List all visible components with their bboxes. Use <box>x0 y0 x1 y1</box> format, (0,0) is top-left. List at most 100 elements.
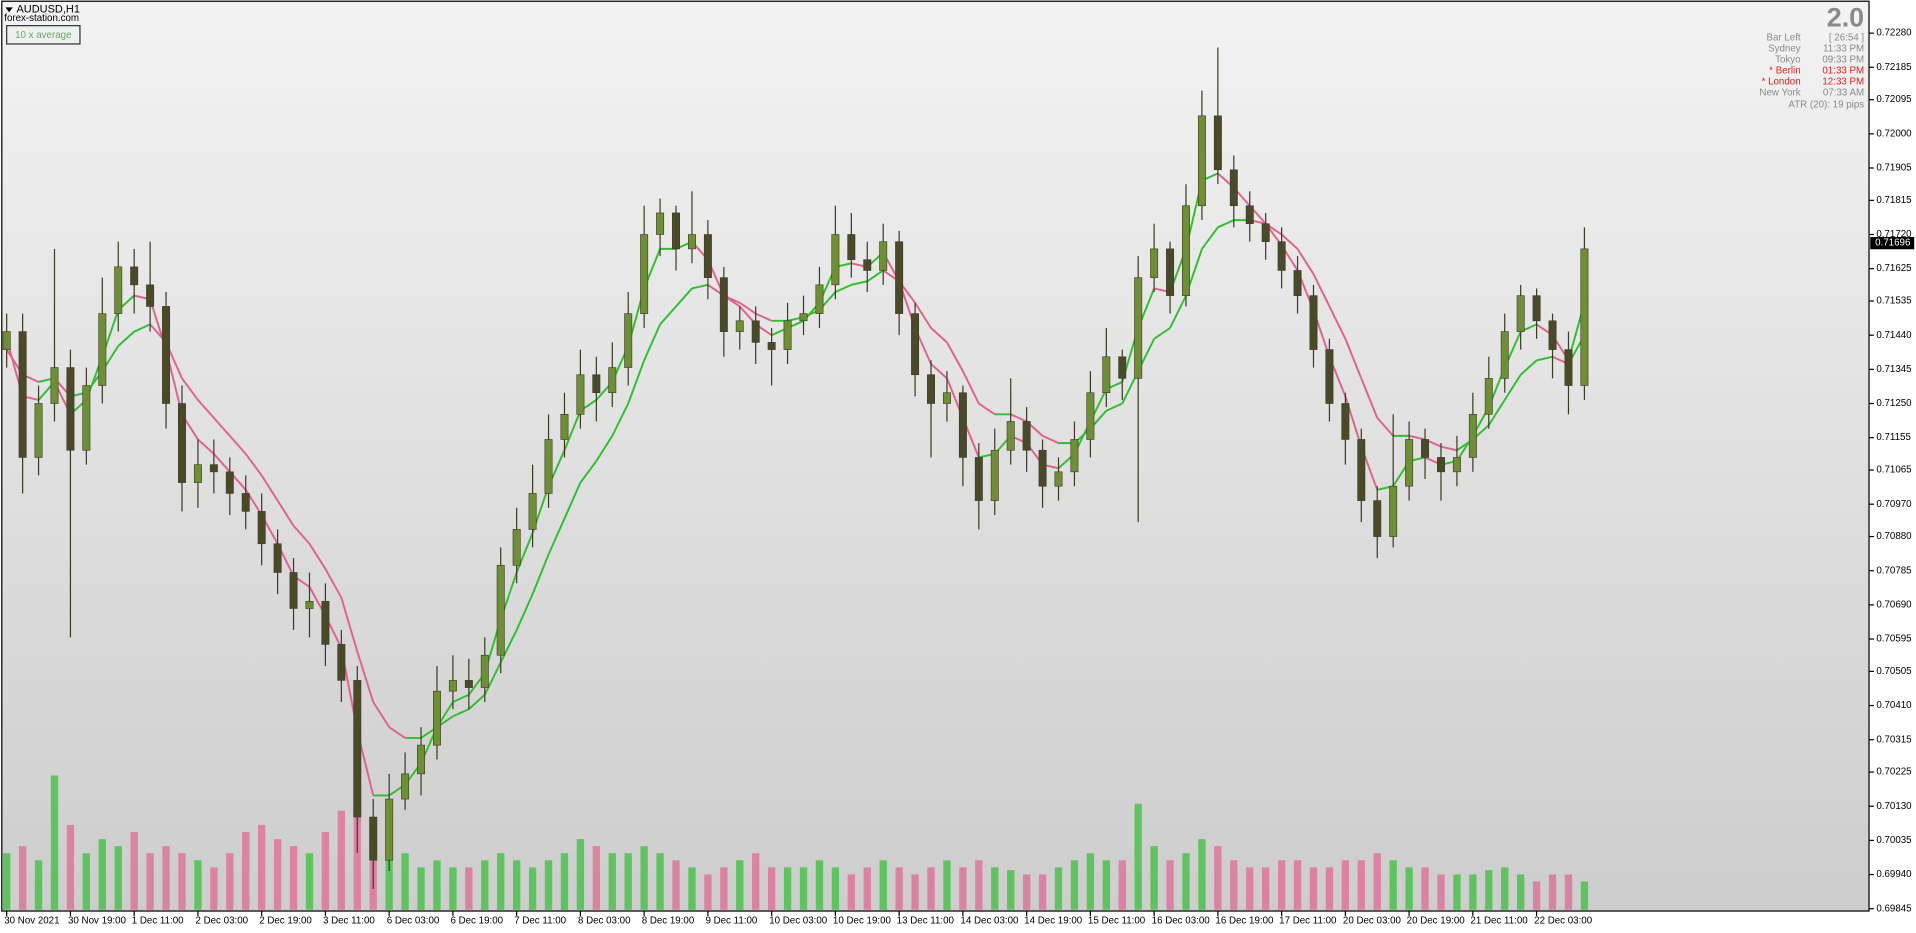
candle-body <box>815 284 824 314</box>
candle-body <box>417 744 426 775</box>
ma-segment <box>276 500 295 527</box>
ma-segment <box>1536 355 1553 362</box>
volume-bar <box>815 860 824 910</box>
candle-body <box>751 320 760 343</box>
volume-bar <box>1150 846 1158 910</box>
y-tick-label: 0.71065 <box>1876 465 1912 476</box>
candle-body <box>480 654 489 688</box>
candle-body <box>82 385 91 451</box>
ma-segment <box>1487 399 1506 426</box>
info-value: 09:33 PM <box>1822 54 1864 65</box>
ma-segment <box>1520 359 1538 376</box>
candle-body <box>576 374 585 415</box>
volume-bar <box>401 853 409 910</box>
ma-segment <box>866 269 884 283</box>
candle-body <box>66 367 75 451</box>
candle-body <box>1070 439 1079 473</box>
x-tick-label: 14 Dec 03:00 <box>960 915 1019 926</box>
ma-segment <box>452 708 470 718</box>
ma-segment <box>1169 295 1187 329</box>
x-tick-label: 13 Dec 11:00 <box>897 915 955 926</box>
volume-bar <box>385 846 393 910</box>
ma-segment <box>1105 402 1123 412</box>
ma-segment <box>483 661 502 696</box>
volume-bar <box>449 867 457 910</box>
candle-body <box>321 600 330 645</box>
volume-bar <box>991 867 999 910</box>
candle-body <box>1261 223 1270 243</box>
ma-segment <box>1312 273 1331 307</box>
info-label: * Berlin <box>1769 65 1800 76</box>
candle-body <box>608 367 617 394</box>
candle-body <box>369 816 378 861</box>
ma-segment <box>356 651 375 703</box>
volume-bar <box>1453 874 1461 910</box>
volume-bar <box>258 824 266 910</box>
ma-segment <box>260 474 279 502</box>
ma-segment <box>117 330 135 347</box>
volume-bar <box>178 853 186 910</box>
volume-bar <box>1086 853 1095 910</box>
x-tick-label: 20 Dec 03:00 <box>1343 915 1402 926</box>
candle-body <box>544 439 553 494</box>
candle-body <box>114 266 123 314</box>
last-price-label: 0.71696 <box>1875 238 1910 249</box>
volume-bar <box>783 867 792 910</box>
average-button[interactable] <box>6 25 81 45</box>
volume-bar <box>1564 874 1573 910</box>
candle-body <box>1357 439 1366 501</box>
candle-body <box>1452 457 1461 473</box>
ma-segment <box>547 518 566 555</box>
ma-segment <box>962 370 980 404</box>
x-tick-label: 2 Dec 19:00 <box>259 915 312 926</box>
candle-body <box>34 403 43 458</box>
y-tick-label: 0.71535 <box>1876 296 1912 307</box>
x-tick-label: 10 Dec 19:00 <box>833 915 892 926</box>
x-tick-label: 9 Dec 11:00 <box>705 915 757 926</box>
volume-bar <box>82 853 91 910</box>
average-button-label[interactable]: 10 x average <box>15 30 71 41</box>
volume-bar <box>34 860 43 910</box>
ma-segment <box>946 341 964 372</box>
ma-segment <box>1280 233 1299 250</box>
ma-segment <box>308 543 327 570</box>
volume-bar <box>1166 860 1174 910</box>
ma-segment <box>1201 226 1219 250</box>
ma-segment <box>181 377 199 401</box>
candle-body <box>1293 270 1302 296</box>
volume-bar <box>1389 860 1397 910</box>
ma-segment <box>659 305 677 326</box>
volume-bar <box>943 860 951 910</box>
x-tick-label: 30 Nov 2021 <box>4 915 59 926</box>
ma-segment <box>1217 219 1235 229</box>
volume-bar <box>1277 860 1286 910</box>
x-tick-label: 6 Dec 19:00 <box>450 915 503 926</box>
x-tick-label: 15 Dec 11:00 <box>1088 915 1146 926</box>
candle-body <box>767 342 776 350</box>
info-label: New York <box>1759 87 1800 98</box>
ma-segment <box>324 568 343 599</box>
candle-body <box>958 392 967 458</box>
candle-body <box>687 234 696 250</box>
volume-bar <box>1070 860 1079 910</box>
candle-body <box>162 306 171 404</box>
x-tick-label: 2 Dec 03:00 <box>195 915 248 926</box>
ma-segment <box>563 482 582 519</box>
volume-bar <box>688 867 696 910</box>
volume-bar <box>497 853 505 910</box>
ma-segment <box>643 324 661 361</box>
volume-bar <box>130 832 138 910</box>
volume-bar <box>1182 853 1190 910</box>
candle-body <box>528 493 537 530</box>
candle-body <box>1118 356 1127 379</box>
y-tick-label: 0.70880 <box>1876 531 1912 542</box>
volume-bar <box>66 824 75 910</box>
volume-bar <box>1007 870 1015 910</box>
candle-body <box>719 277 728 332</box>
candle-body <box>703 234 712 278</box>
ma-segment <box>675 287 693 308</box>
candle-body <box>1421 439 1430 458</box>
candle-body <box>353 680 362 818</box>
menu-arrow[interactable] <box>5 7 13 13</box>
candle-body <box>974 457 983 501</box>
